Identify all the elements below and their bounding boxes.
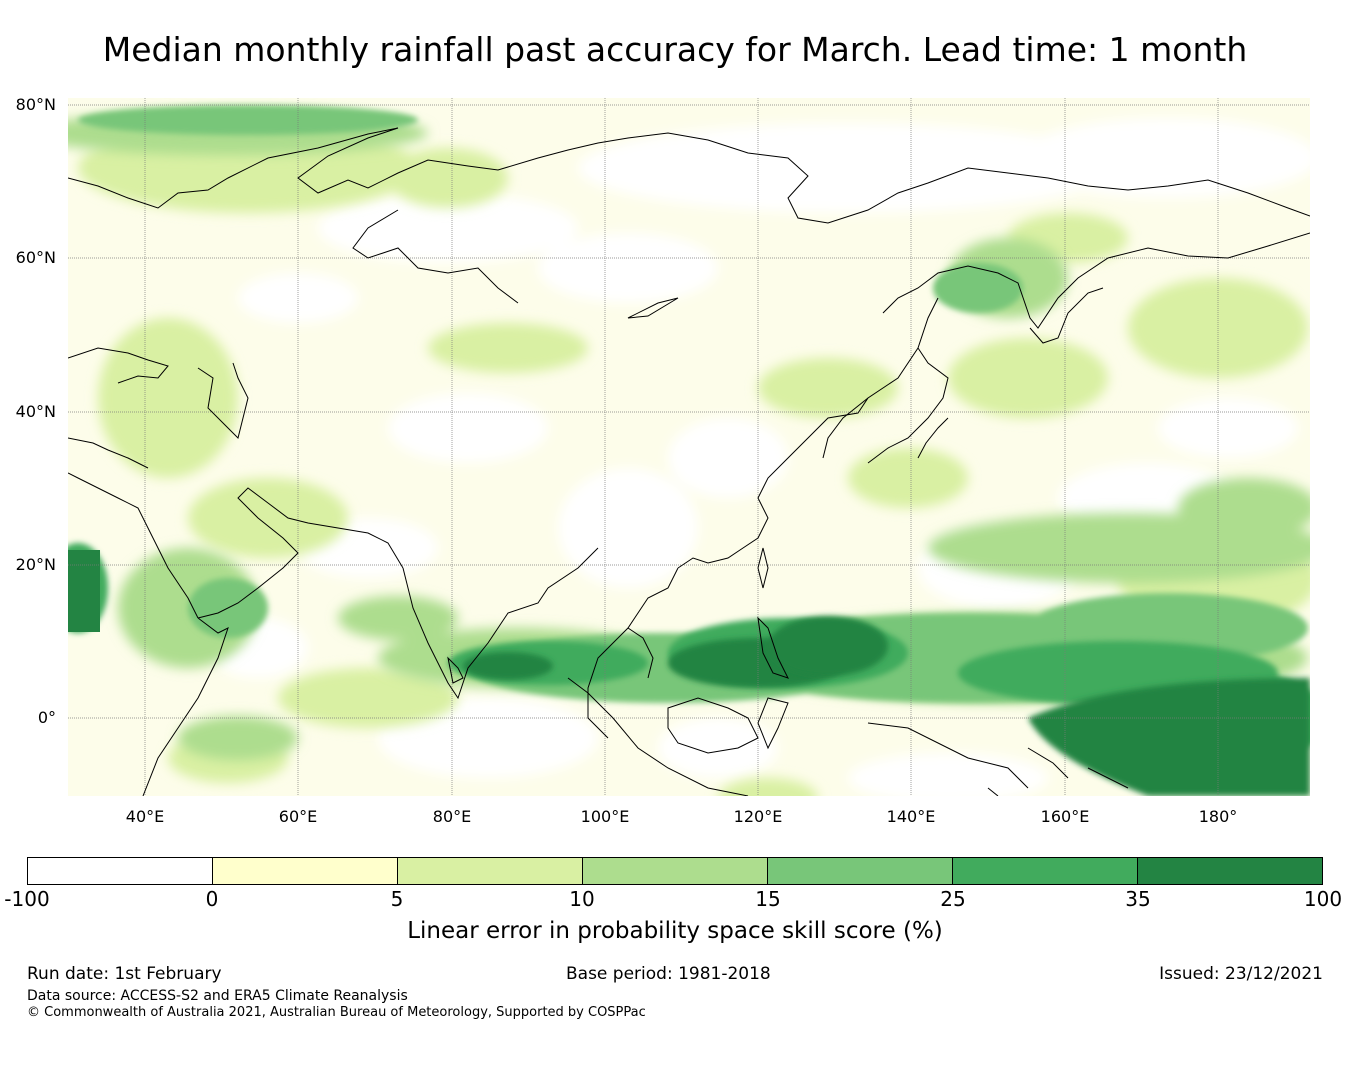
colorbar-tick-10: 10: [569, 887, 595, 911]
graticule: [68, 98, 1310, 796]
colorbar-tick-0: 0: [205, 887, 219, 911]
colorbar-tick-35: 35: [1125, 887, 1151, 911]
lon-label-80e: 80°E: [432, 807, 472, 826]
issued-date: Issued: 23/12/2021: [1159, 964, 1323, 984]
colorbar-tick-15: 15: [755, 887, 781, 911]
colorbar-tick-minus100: -100: [4, 887, 50, 911]
skill-map: [68, 98, 1310, 796]
lon-label-180: 180°: [1198, 807, 1238, 826]
colorbar-segment-4: [583, 858, 768, 884]
run-date: Run date: 1st February: [27, 964, 222, 984]
colorbar-segment-3: [398, 858, 583, 884]
lon-label-160e: 160°E: [1040, 807, 1090, 826]
lon-label-60e: 60°E: [278, 807, 318, 826]
lon-label-140e: 140°E: [886, 807, 936, 826]
colorbar-label: Linear error in probability space skill …: [407, 918, 943, 944]
lat-label-80n: 80°N: [15, 95, 56, 114]
colorbar-segment-1: [28, 858, 213, 884]
coastlines: [68, 127, 1310, 796]
chart-title: Median monthly rainfall past accuracy fo…: [102, 30, 1248, 69]
lon-label-120e: 120°E: [733, 807, 783, 826]
lat-label-40n: 40°N: [15, 402, 56, 421]
colorbar-segment-5: [768, 858, 953, 884]
colorbar: [27, 857, 1323, 885]
data-source: Data source: ACCESS-S2 and ERA5 Climate …: [27, 988, 408, 1004]
colorbar-tick-5: 5: [390, 887, 404, 911]
lon-label-40e: 40°E: [125, 807, 165, 826]
colorbar-tick-100: 100: [1303, 887, 1343, 911]
lon-label-100e: 100°E: [580, 807, 630, 826]
lat-label-20n: 20°N: [15, 555, 56, 574]
base-period: Base period: 1981-2018: [566, 964, 771, 984]
lat-label-60n: 60°N: [15, 248, 56, 267]
colorbar-segment-2: [213, 858, 398, 884]
copyright-notice: © Commonwealth of Australia 2021, Austra…: [27, 1005, 646, 1020]
colorbar-tick-25: 25: [940, 887, 966, 911]
colorbar-segment-7: [1138, 858, 1322, 884]
lat-label-0: 0°: [37, 708, 56, 727]
map-svg: [68, 98, 1310, 796]
colorbar-segment-6: [953, 858, 1138, 884]
